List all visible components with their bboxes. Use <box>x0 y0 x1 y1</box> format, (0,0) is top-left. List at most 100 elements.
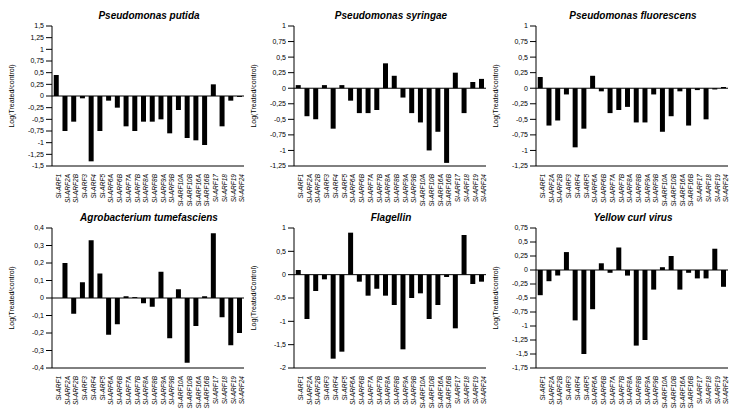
svg-text:Sl-ARF9A: Sl-ARF9A <box>160 376 167 405</box>
svg-text:Sl-ARF2A: Sl-ARF2A <box>64 174 71 203</box>
svg-text:Sl-ARF19: Sl-ARF19 <box>230 174 237 203</box>
svg-text:Sl-ARF1: Sl-ARF1 <box>55 376 62 401</box>
svg-text:-0,75: -0,75 <box>512 308 528 315</box>
svg-text:Sl-ARF5: Sl-ARF5 <box>583 376 590 401</box>
svg-text:Sl-ARF2B: Sl-ARF2B <box>314 173 321 203</box>
svg-text:-0,75: -0,75 <box>270 131 286 138</box>
svg-text:Sl-ARF2A: Sl-ARF2A <box>548 174 555 203</box>
svg-text:Sl-ARF5: Sl-ARF5 <box>341 376 348 401</box>
svg-text:Sl-ARF8A: Sl-ARF8A <box>142 376 149 405</box>
svg-text:Sl-ARF7A: Sl-ARF7A <box>609 174 616 203</box>
svg-text:Sl-ARF6A: Sl-ARF6A <box>349 376 356 405</box>
svg-text:Sl-ARF7A: Sl-ARF7A <box>609 376 616 405</box>
svg-text:Sl-ARF17: Sl-ARF17 <box>696 174 703 203</box>
svg-text:0,2: 0,2 <box>34 259 44 266</box>
svg-text:0: 0 <box>40 92 44 99</box>
svg-text:0,1: 0,1 <box>34 277 44 284</box>
svg-text:Sl-ARF1: Sl-ARF1 <box>539 376 546 401</box>
svg-text:-2: -2 <box>280 364 286 371</box>
svg-text:Sl-ARF3: Sl-ARF3 <box>565 174 572 199</box>
svg-text:0: 0 <box>282 85 286 92</box>
svg-text:Sl-ARF7B: Sl-ARF7B <box>618 173 625 203</box>
svg-text:Sl-ARF10A: Sl-ARF10A <box>177 376 184 409</box>
svg-text:0,5: 0,5 <box>34 69 44 76</box>
svg-text:Sl-ARF4: Sl-ARF4 <box>574 174 581 199</box>
svg-text:Sl-ARF2A: Sl-ARF2A <box>64 376 71 405</box>
svg-text:Sl-ARF5: Sl-ARF5 <box>99 376 106 401</box>
svg-text:Sl-ARF2A: Sl-ARF2A <box>548 376 555 405</box>
svg-text:0: 0 <box>40 294 44 301</box>
svg-text:Sl-ARF18: Sl-ARF18 <box>705 174 712 203</box>
svg-text:Sl-ARF6A: Sl-ARF6A <box>591 376 598 405</box>
svg-text:Sl-ARF7A: Sl-ARF7A <box>367 376 374 405</box>
svg-text:Sl-ARF16B: Sl-ARF16B <box>445 375 452 408</box>
svg-text:Sl-ARF7B: Sl-ARF7B <box>376 173 383 203</box>
svg-text:Sl-ARF5: Sl-ARF5 <box>341 174 348 199</box>
svg-text:Sl-ARF8A: Sl-ARF8A <box>626 174 633 203</box>
svg-text:0,75: 0,75 <box>514 224 528 231</box>
svg-text:Sl-ARF19: Sl-ARF19 <box>714 376 721 405</box>
svg-text:0,5: 0,5 <box>276 248 286 255</box>
svg-text:1: 1 <box>282 22 286 29</box>
svg-text:Sl-ARF16A: Sl-ARF16A <box>437 174 444 207</box>
svg-text:Sl-ARF7B: Sl-ARF7B <box>134 375 141 405</box>
svg-text:Sl-ARF8B: Sl-ARF8B <box>393 173 400 203</box>
svg-text:Sl-ARF18: Sl-ARF18 <box>221 376 228 405</box>
svg-text:Sl-ARF16A: Sl-ARF16A <box>437 376 444 409</box>
svg-text:-1: -1 <box>38 139 44 146</box>
svg-text:Sl-ARF16B: Sl-ARF16B <box>203 375 210 408</box>
svg-text:Sl-ARF16B: Sl-ARF16B <box>687 173 694 206</box>
svg-text:Sl-ARF9B: Sl-ARF9B <box>168 375 175 405</box>
svg-text:Log(Treated/control): Log(Treated/control) <box>8 64 16 127</box>
svg-text:Sl-ARF7B: Sl-ARF7B <box>134 173 141 203</box>
svg-text:-0,1: -0,1 <box>32 312 44 319</box>
svg-text:Sl-ARF16B: Sl-ARF16B <box>203 173 210 206</box>
svg-text:1: 1 <box>524 22 528 29</box>
svg-text:Sl-ARF17: Sl-ARF17 <box>212 174 219 203</box>
svg-text:Sl-ARF8B: Sl-ARF8B <box>151 173 158 203</box>
svg-text:Sl-ARF8A: Sl-ARF8A <box>384 174 391 203</box>
svg-text:Sl-ARF4: Sl-ARF4 <box>574 376 581 401</box>
svg-text:Sl-ARF8B: Sl-ARF8B <box>151 375 158 405</box>
svg-text:Log(Treated/Control): Log(Treated/Control) <box>250 266 258 331</box>
svg-text:-0,5: -0,5 <box>516 294 528 301</box>
svg-text:Sl-ARF18: Sl-ARF18 <box>221 174 228 203</box>
svg-text:Sl-ARF6B: Sl-ARF6B <box>116 375 123 405</box>
svg-text:Sl-ARF4: Sl-ARF4 <box>332 376 339 401</box>
svg-text:Sl-ARF24: Sl-ARF24 <box>238 376 245 405</box>
svg-text:Sl-ARF10B: Sl-ARF10B <box>670 173 677 206</box>
svg-text:Sl-ARF9B: Sl-ARF9B <box>168 173 175 203</box>
svg-text:Sl-ARF5: Sl-ARF5 <box>99 174 106 199</box>
svg-text:0,25: 0,25 <box>272 69 286 76</box>
svg-text:-0,2: -0,2 <box>32 329 44 336</box>
svg-text:-1: -1 <box>280 147 286 154</box>
svg-text:Sl-ARF9A: Sl-ARF9A <box>160 174 167 203</box>
svg-text:-0,3: -0,3 <box>32 347 44 354</box>
svg-text:0: 0 <box>282 271 286 278</box>
svg-text:0,5: 0,5 <box>518 238 528 245</box>
svg-text:-1,25: -1,25 <box>28 151 44 158</box>
svg-text:-0,5: -0,5 <box>274 116 286 123</box>
svg-text:-1,25: -1,25 <box>512 162 528 169</box>
svg-text:Sl-ARF10A: Sl-ARF10A <box>177 174 184 207</box>
svg-text:Sl-ARF3: Sl-ARF3 <box>565 376 572 401</box>
svg-text:Sl-ARF24: Sl-ARF24 <box>722 376 729 405</box>
svg-text:-0,5: -0,5 <box>516 116 528 123</box>
svg-text:Sl-ARF19: Sl-ARF19 <box>472 376 479 405</box>
svg-text:-1: -1 <box>522 147 528 154</box>
svg-text:Sl-ARF6B: Sl-ARF6B <box>116 173 123 203</box>
svg-text:Sl-ARF6B: Sl-ARF6B <box>600 375 607 405</box>
svg-text:Sl-ARF10B: Sl-ARF10B <box>186 375 193 408</box>
svg-text:Sl-ARF10B: Sl-ARF10B <box>428 173 435 206</box>
svg-text:Sl-ARF6B: Sl-ARF6B <box>358 375 365 405</box>
svg-text:Sl-ARF8A: Sl-ARF8A <box>142 174 149 203</box>
svg-text:Sl-ARF24: Sl-ARF24 <box>480 376 487 405</box>
svg-text:Sl-ARF6B: Sl-ARF6B <box>600 173 607 203</box>
svg-text:-1,25: -1,25 <box>270 162 286 169</box>
svg-text:Sl-ARF8B: Sl-ARF8B <box>393 375 400 405</box>
svg-text:Sl-ARF18: Sl-ARF18 <box>705 376 712 405</box>
svg-text:Sl-ARF16A: Sl-ARF16A <box>679 376 686 409</box>
svg-text:-0,25: -0,25 <box>512 100 528 107</box>
svg-text:Sl-ARF6B: Sl-ARF6B <box>358 173 365 203</box>
svg-text:Sl-ARF6A: Sl-ARF6A <box>349 174 356 203</box>
